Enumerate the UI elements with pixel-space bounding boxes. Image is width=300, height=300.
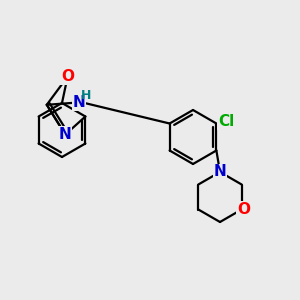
Text: Cl: Cl <box>218 114 235 129</box>
Text: N: N <box>72 95 85 110</box>
Text: O: O <box>237 202 250 217</box>
Text: H: H <box>81 89 91 102</box>
Text: N: N <box>59 127 72 142</box>
Text: N: N <box>214 164 226 179</box>
Text: O: O <box>61 69 74 84</box>
